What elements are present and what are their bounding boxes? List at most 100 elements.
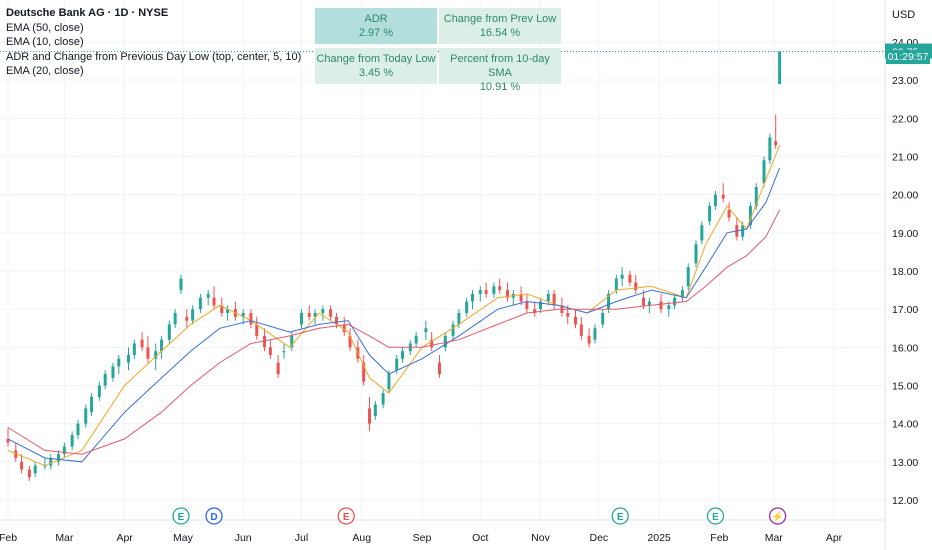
time-tick-label: May	[173, 532, 194, 544]
candle-body	[160, 339, 164, 352]
candle-body	[614, 278, 618, 291]
candle-body	[14, 450, 18, 459]
candle-body	[533, 309, 537, 313]
candle-body	[362, 362, 366, 382]
candle-body	[70, 435, 74, 447]
candle-body	[334, 316, 338, 325]
candle-body	[680, 290, 684, 298]
candle-body	[373, 404, 377, 417]
candle-body	[117, 358, 121, 367]
earnings-icon-glyph: E	[178, 512, 185, 523]
candle-body	[519, 293, 523, 302]
candle-body	[628, 274, 632, 283]
candle-body	[721, 194, 725, 199]
candle-body	[647, 301, 651, 306]
candle-body	[313, 312, 317, 317]
candle-body	[132, 343, 136, 355]
time-tick-label: Aug	[352, 532, 371, 544]
candle-body	[414, 335, 418, 344]
candle-body	[103, 374, 107, 386]
earnings-icon	[172, 507, 190, 525]
symbol-title[interactable]: Deutsche Bank AG · 1D · NYSE	[6, 7, 169, 19]
candle-body	[754, 187, 758, 207]
candle-body	[154, 351, 158, 359]
sma-cell: Percent from 10-day SMA 10.91 %	[439, 48, 561, 93]
candle-body	[673, 297, 677, 306]
candle-body	[20, 461, 24, 470]
earnings-icon	[706, 507, 725, 525]
price-tick-label: 16.00	[892, 342, 918, 354]
candle-body	[620, 274, 624, 279]
candle-body	[478, 290, 482, 294]
candle-body	[342, 324, 346, 333]
dividend-icon	[205, 507, 223, 525]
time-tick-label: Apr	[826, 532, 843, 544]
candle-body	[505, 290, 509, 298]
candle-body	[457, 312, 461, 325]
price-axis[interactable]: 12.00 13.00 14.00 15.00 16.00 17.00 18.00 19.00…	[885, 37, 932, 507]
candle-body	[593, 328, 597, 340]
split-lightning-icon	[768, 507, 787, 525]
price-tick-label: 18.00	[892, 266, 918, 278]
candle-body	[465, 301, 469, 313]
candle-body	[774, 141, 778, 146]
candle-body	[387, 374, 391, 390]
candle-body	[498, 286, 502, 291]
time-axis[interactable]: Feb Mar Apr May Jun Jul Aug Sep Oct Nov Dec 2025 Feb…	[0, 532, 843, 544]
ema10-line	[7, 144, 781, 467]
candle-body	[321, 309, 325, 313]
legend-adr-indicator[interactable]: ADR and Change from Previous Day Low (to…	[6, 50, 302, 63]
candle-body	[395, 358, 399, 371]
candle-body	[667, 305, 671, 310]
candle-body	[659, 301, 663, 310]
candle-body	[430, 339, 434, 348]
candle-body	[220, 305, 224, 313]
candle-body	[140, 339, 144, 348]
time-tick-label: Dec	[589, 532, 608, 544]
candle-body	[185, 316, 189, 321]
candle-body	[727, 209, 731, 218]
candle-body	[708, 206, 712, 222]
candle-body	[263, 335, 267, 348]
candle-body	[762, 160, 766, 184]
candle-body	[27, 469, 31, 478]
candle-body	[546, 293, 550, 302]
candle-body	[437, 362, 441, 375]
price-tick-label: 17.00	[892, 304, 918, 316]
candle-body	[212, 297, 216, 306]
candle-body	[443, 335, 447, 348]
candle-body	[471, 293, 475, 302]
price-tick-label: 12.00	[892, 495, 918, 507]
candle-body	[191, 309, 195, 321]
legend-ema10[interactable]: EMA (10, close)	[6, 36, 84, 48]
candle-body	[249, 312, 253, 325]
candle-body	[694, 244, 698, 264]
candle-body	[424, 328, 428, 333]
candles-layer	[6, 51, 782, 481]
candle-body	[43, 465, 47, 467]
candle-body	[6, 438, 10, 443]
legend-ema50[interactable]: EMA (50, close)	[6, 21, 84, 34]
candle-body	[57, 454, 61, 462]
candle-body	[748, 206, 752, 226]
time-tick-label: Apr	[116, 532, 133, 544]
candle-body	[97, 385, 101, 397]
candle-body	[268, 347, 272, 355]
candle-body	[241, 312, 245, 317]
candle-body	[290, 335, 294, 348]
prev-low-value: 16.54 %	[479, 27, 521, 39]
legend-ema20[interactable]: EMA (20, close)	[6, 65, 84, 77]
time-tick-label: Oct	[472, 532, 488, 544]
candle-body	[525, 301, 529, 310]
candle-body	[401, 351, 405, 359]
candle-body	[307, 312, 311, 317]
currency-label[interactable]: USD	[892, 9, 916, 21]
adr-table: ADR 2.97 % Change from Prev Low 16.54 % …	[315, 8, 571, 93]
candle-body	[539, 301, 543, 310]
price-tick-label: 23.00	[892, 75, 918, 87]
sma-value: 10.91 %	[479, 81, 521, 93]
today-low-cell: Change from Today Low 3.45 %	[315, 48, 437, 84]
prev-low-label: Change from Prev Low	[443, 13, 557, 25]
candle-body	[255, 324, 259, 336]
price-tick-label: 20.00	[892, 190, 918, 202]
